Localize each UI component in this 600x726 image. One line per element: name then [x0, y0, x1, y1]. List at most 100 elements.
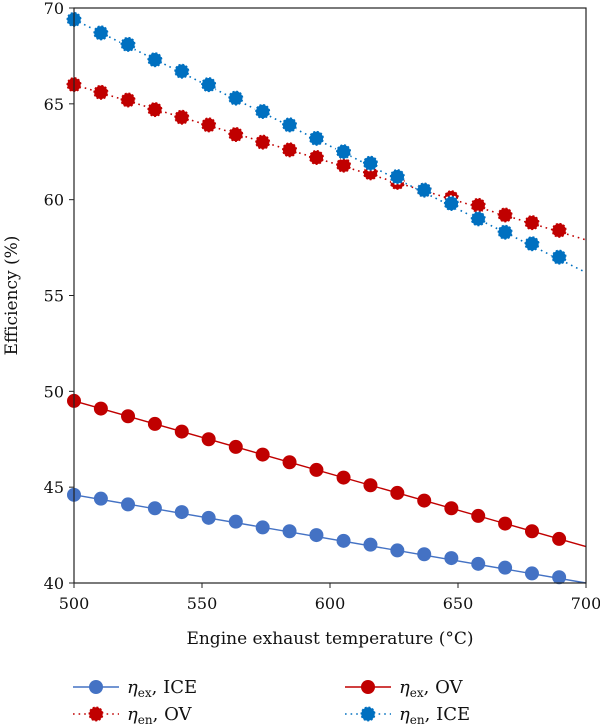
y-tick-label: 60: [44, 191, 64, 210]
legend-label: ηex, ICE: [127, 677, 197, 700]
data-point: [389, 168, 406, 185]
data-point: [552, 570, 567, 585]
legend-suffix: , OV: [153, 704, 193, 725]
y-axis-ticks: 40 45 50 55 60 65 70: [44, 0, 74, 593]
x-axis-ticks: 500 550 600 650 700: [59, 583, 600, 613]
data-point: [469, 197, 487, 214]
data-point: [363, 478, 378, 493]
data-point: [335, 156, 352, 174]
legend-marker: [359, 705, 377, 723]
x-tick-label: 650: [443, 594, 474, 613]
data-point: [227, 126, 245, 143]
data-point: [228, 514, 243, 529]
data-point: [550, 248, 568, 266]
data-point: [444, 551, 459, 566]
legend-symbol: η: [127, 704, 138, 725]
x-tick-label: 700: [571, 594, 600, 613]
data-point: [119, 91, 137, 109]
data-point: [308, 149, 325, 166]
data-point: [281, 141, 298, 159]
y-tick-label: 40: [44, 574, 64, 593]
data-point: [121, 409, 136, 424]
data-point: [523, 214, 541, 231]
data-point: [362, 154, 379, 172]
data-point: [200, 116, 217, 134]
legend-subscript: en: [410, 713, 425, 726]
legend-marker: [361, 680, 375, 694]
legend-label: ηex, OV: [399, 677, 464, 700]
data-point: [173, 62, 191, 80]
data-point: [390, 485, 405, 500]
data-point: [228, 439, 243, 454]
data-point: [147, 416, 162, 431]
data-point: [417, 493, 432, 508]
data-point: [201, 432, 216, 447]
data-point: [524, 566, 539, 581]
data-point: [174, 424, 189, 439]
data-point: [174, 505, 189, 520]
data-point: [282, 455, 297, 470]
series-markers: [65, 11, 568, 585]
data-point: [552, 531, 567, 546]
data-point: [498, 560, 513, 575]
data-point: [471, 556, 486, 571]
data-point: [254, 133, 271, 151]
data-point: [121, 497, 136, 512]
data-point: [308, 130, 325, 147]
data-point: [146, 101, 164, 118]
x-tick-label: 550: [187, 594, 218, 613]
data-point: [119, 36, 137, 53]
legend-symbol: η: [399, 677, 410, 698]
legend-marker: [89, 680, 103, 694]
data-point: [498, 516, 513, 531]
x-axis-title: Engine exhaust temperature (°C): [186, 629, 473, 649]
data-point: [523, 235, 541, 253]
data-point: [336, 470, 351, 485]
data-point: [254, 103, 271, 120]
data-point: [444, 501, 459, 516]
data-point: [496, 223, 514, 241]
legend-suffix: , ICE: [152, 677, 197, 698]
legend-label: ηen, ICE: [399, 704, 470, 726]
data-point: [200, 76, 217, 93]
data-point: [363, 537, 378, 552]
legend-suffix: , ICE: [425, 704, 470, 725]
data-point: [443, 195, 460, 212]
data-point: [146, 51, 164, 69]
data-point: [335, 143, 352, 161]
legend-subscript: en: [138, 713, 153, 726]
data-point: [92, 84, 110, 101]
x-tick-label: 600: [315, 594, 346, 613]
y-axis-title: Efficiency (%): [2, 236, 22, 356]
plot-frame: [73, 7, 587, 584]
legend-subscript: ex: [410, 686, 424, 700]
data-point: [281, 116, 298, 134]
legend-suffix: , OV: [424, 677, 464, 698]
y-tick-label: 45: [44, 478, 64, 497]
legend-symbol: η: [399, 704, 410, 725]
data-point: [524, 524, 539, 539]
data-point: [92, 24, 110, 42]
y-tick-label: 65: [44, 95, 64, 114]
legend-symbol: η: [127, 677, 138, 698]
y-tick-label: 55: [44, 287, 64, 306]
data-point: [93, 491, 108, 506]
legend-subscript: ex: [138, 686, 152, 700]
y-tick-label: 50: [44, 382, 64, 401]
data-point: [173, 108, 191, 126]
data-point: [471, 508, 486, 523]
data-point: [227, 89, 245, 107]
data-point: [147, 501, 162, 516]
data-point: [309, 462, 324, 477]
data-point: [336, 533, 351, 548]
y-tick-label: 70: [44, 0, 64, 18]
data-point: [309, 528, 324, 543]
data-point: [417, 547, 432, 562]
data-point: [255, 520, 270, 535]
legend-marker: [87, 705, 105, 723]
data-point: [282, 524, 297, 539]
data-point: [550, 222, 568, 239]
data-point: [93, 401, 108, 416]
